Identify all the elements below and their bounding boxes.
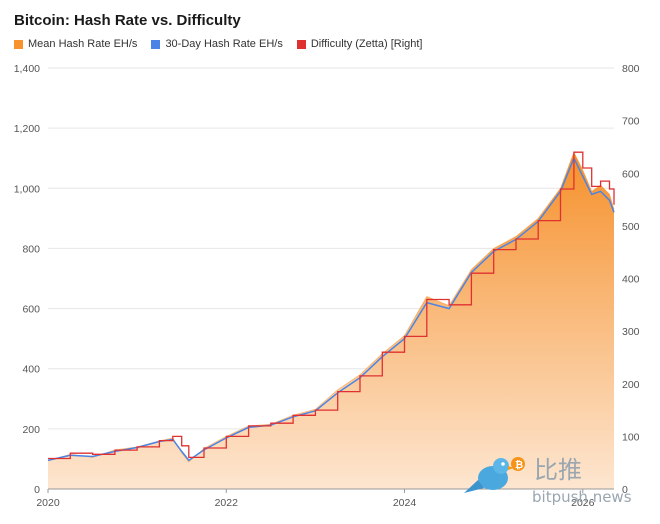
y-left-tick-label: 0 bbox=[34, 484, 40, 496]
y-right-tick-label: 300 bbox=[622, 326, 640, 338]
line-layer bbox=[47, 151, 615, 462]
y-left-tick-label: 400 bbox=[22, 364, 40, 376]
axis-layer: 0 200 400 600 800 1,000 1,200 1,400 0 100 200 300 40… bbox=[14, 63, 640, 509]
chart-title: Bitcoin: Hash Rate vs. Difficulty bbox=[14, 12, 241, 29]
legend-item-30day-hash-rate[interactable]: 30-Day Hash Rate EH/s bbox=[151, 38, 283, 50]
legend-label-difficulty: Difficulty (Zetta) [Right] bbox=[310, 38, 423, 50]
y-right-tick-label: 800 bbox=[622, 63, 640, 75]
x-tick-label: 2022 bbox=[215, 497, 239, 509]
series-line-difficulty bbox=[48, 151, 615, 460]
legend-label-mean-hash-rate: Mean Hash Rate EH/s bbox=[28, 38, 138, 50]
watermark-chinese: 比推 bbox=[534, 456, 582, 484]
y-left-tick-label: 800 bbox=[22, 243, 40, 255]
y-right-tick-label: 0 bbox=[622, 484, 628, 496]
chart-legend: Mean Hash Rate EH/s 30-Day Hash Rate EH/… bbox=[14, 38, 423, 50]
legend-swatch-30day-hash-rate bbox=[151, 39, 161, 49]
legend-item-difficulty[interactable]: Difficulty (Zetta) [Right] bbox=[296, 38, 423, 50]
legend-swatch-mean-hash-rate bbox=[14, 39, 23, 49]
legend-swatch-difficulty bbox=[296, 39, 306, 49]
y-right-tick-label: 400 bbox=[622, 274, 640, 286]
y-left-tick-label: 200 bbox=[22, 424, 40, 436]
x-tick-label: 2026 bbox=[571, 497, 595, 509]
series-area-mean-hash-rate bbox=[48, 152, 614, 489]
area-layer bbox=[47, 151, 615, 489]
y-right-tick-label: 700 bbox=[622, 116, 640, 128]
y-right-tick-label: 600 bbox=[622, 168, 640, 180]
x-tick-label: 2024 bbox=[393, 497, 417, 509]
svg-text:₿: ₿ bbox=[515, 459, 523, 471]
y-left-tick-label: 1,000 bbox=[14, 183, 40, 195]
y-right-tick-label: 500 bbox=[622, 221, 640, 233]
x-tick-label: 2020 bbox=[36, 497, 60, 509]
watermark: ₿ 比推 bitpush.news bbox=[464, 456, 632, 506]
y-left-tick-label: 600 bbox=[22, 304, 40, 316]
watermark-latin: bitpush.news bbox=[532, 488, 632, 506]
y-right-tick-label: 200 bbox=[622, 379, 640, 391]
y-right-tick-label: 100 bbox=[622, 431, 640, 443]
y-left-tick-label: 1,200 bbox=[14, 123, 40, 135]
legend-item-mean-hash-rate[interactable]: Mean Hash Rate EH/s bbox=[14, 38, 137, 50]
y-left-tick-label: 1,400 bbox=[14, 63, 40, 75]
legend-label-30day-hash-rate: 30-Day Hash Rate EH/s bbox=[165, 38, 283, 50]
bitpush-bird-logo: ₿ bbox=[464, 457, 525, 493]
